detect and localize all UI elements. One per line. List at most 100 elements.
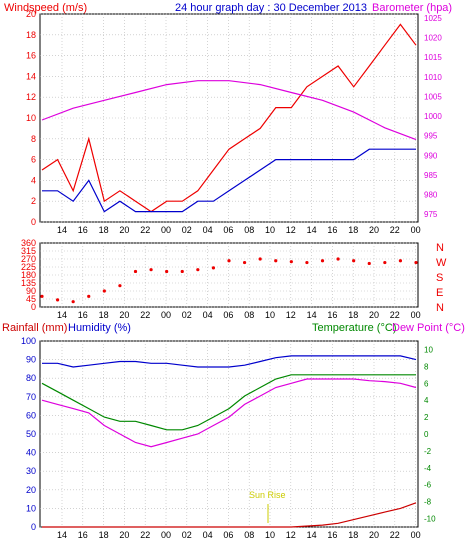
climate-xtick-label: 14 bbox=[57, 530, 67, 540]
dewpoint-title: Dew Point (°C) bbox=[392, 322, 465, 334]
wind-ytick-label: 10 bbox=[26, 113, 36, 123]
temperature-title: Temperature (°C) bbox=[312, 322, 396, 334]
direction-ytick-label: 180 bbox=[21, 270, 36, 280]
direction-point bbox=[102, 289, 106, 293]
sunrise-label: Sun Rise bbox=[249, 490, 286, 500]
climate-y2tick-label: 10 bbox=[424, 345, 433, 354]
direction-ytick-label: 0 bbox=[31, 302, 36, 312]
wind-y2tick-label: 975 bbox=[424, 210, 438, 219]
wind-y2tick-label: 995 bbox=[424, 132, 438, 141]
climate-xtick-label: 20 bbox=[119, 530, 129, 540]
climate-y2tick-label: 6 bbox=[424, 379, 429, 388]
direction-xtick-label: 16 bbox=[78, 310, 88, 320]
direction-compass-label: N bbox=[436, 302, 444, 314]
wind-xtick-label: 06 bbox=[223, 225, 233, 235]
climate-xtick-label: 02 bbox=[182, 530, 192, 540]
climate-ytick-label: 70 bbox=[26, 392, 36, 402]
wind-xtick-label: 00 bbox=[411, 225, 421, 235]
climate-y2tick-label: -6 bbox=[424, 481, 432, 490]
direction-point bbox=[196, 268, 200, 272]
direction-xtick-label: 20 bbox=[119, 310, 129, 320]
direction-xtick-label: 02 bbox=[182, 310, 192, 320]
climate-ytick-label: 80 bbox=[26, 373, 36, 383]
climate-xtick-label: 16 bbox=[78, 530, 88, 540]
climate-xtick-label: 10 bbox=[265, 530, 275, 540]
wind-xtick-label: 04 bbox=[203, 225, 213, 235]
direction-point bbox=[398, 259, 403, 263]
direction-compass-label: E bbox=[436, 287, 443, 299]
direction-point bbox=[289, 260, 293, 264]
direction-xtick-label: 14 bbox=[57, 310, 67, 320]
wind-y2tick-label: 990 bbox=[424, 151, 438, 160]
direction-point bbox=[211, 266, 216, 270]
wind-xtick-label: 22 bbox=[390, 225, 400, 235]
wind-xtick-label: 10 bbox=[265, 225, 275, 235]
barometer-title: Barometer (hpa) bbox=[372, 2, 452, 14]
climate-series-temperature bbox=[41, 374, 416, 431]
wind-series-barometer bbox=[41, 80, 417, 141]
direction-xtick-label: 14 bbox=[307, 310, 317, 320]
direction-xtick-label: 22 bbox=[140, 310, 150, 320]
wind-xtick-label: 08 bbox=[244, 225, 254, 235]
climate-series-rainfall bbox=[42, 502, 417, 528]
climate-ytick-label: 20 bbox=[26, 485, 36, 495]
direction-xtick-label: 12 bbox=[286, 310, 296, 320]
climate-ytick-label: 10 bbox=[26, 503, 36, 513]
climate-y2tick-label: -10 bbox=[424, 515, 436, 524]
wind-xtick-label: 20 bbox=[119, 225, 129, 235]
direction-compass-label: S bbox=[436, 272, 443, 284]
wind-xtick-label: 14 bbox=[57, 225, 67, 235]
direction-ytick-label: 45 bbox=[26, 294, 36, 304]
wind-ytick-label: 20 bbox=[26, 9, 36, 19]
wind-xtick-label: 22 bbox=[140, 225, 150, 235]
wind-y2tick-label: 1010 bbox=[424, 73, 442, 82]
graph-title: 24 hour graph day : 30 December 2013 bbox=[175, 2, 367, 14]
direction-ytick-label: 135 bbox=[21, 278, 36, 288]
climate-y2tick-label: -2 bbox=[424, 447, 432, 456]
direction-compass-label: N bbox=[436, 242, 444, 254]
wind-ytick-label: 0 bbox=[31, 217, 36, 227]
wind-y2tick-label: 1005 bbox=[424, 92, 442, 101]
wind-xtick-label: 12 bbox=[286, 225, 296, 235]
direction-point bbox=[40, 294, 44, 298]
climate-xtick-label: 22 bbox=[390, 530, 400, 540]
climate-xtick-label: 12 bbox=[286, 530, 296, 540]
direction-xtick-label: 08 bbox=[244, 310, 254, 320]
wind-ytick-label: 4 bbox=[31, 175, 36, 185]
climate-ytick-label: 100 bbox=[21, 336, 36, 346]
climate-xtick-label: 04 bbox=[203, 530, 213, 540]
direction-point bbox=[414, 260, 418, 265]
wind-xtick-label: 14 bbox=[307, 225, 317, 235]
wind-y2tick-label: 1000 bbox=[424, 112, 442, 121]
wind-ytick-label: 2 bbox=[31, 196, 36, 206]
wind-series-gust bbox=[41, 23, 417, 213]
direction-point bbox=[305, 260, 309, 265]
climate-xtick-label: 22 bbox=[140, 530, 150, 540]
wind-y2tick-label: 1020 bbox=[424, 34, 442, 43]
direction-point bbox=[118, 284, 122, 288]
climate-xtick-label: 00 bbox=[411, 530, 421, 540]
wind-xtick-label: 00 bbox=[161, 225, 171, 235]
wind-ytick-label: 12 bbox=[26, 92, 36, 102]
wind-ytick-label: 18 bbox=[26, 30, 36, 40]
direction-point bbox=[149, 268, 153, 272]
direction-point bbox=[87, 294, 91, 298]
climate-ytick-label: 50 bbox=[26, 429, 36, 439]
climate-xtick-label: 06 bbox=[223, 530, 233, 540]
direction-point bbox=[383, 260, 387, 265]
wind-xtick-label: 16 bbox=[327, 225, 337, 235]
direction-compass-label: W bbox=[436, 257, 447, 269]
climate-ytick-label: 40 bbox=[26, 448, 36, 458]
direction-point bbox=[133, 269, 138, 274]
direction-point bbox=[242, 260, 247, 265]
direction-xtick-label: 18 bbox=[99, 310, 109, 320]
climate-y2tick-label: 4 bbox=[424, 396, 429, 405]
climate-series-humidity bbox=[42, 355, 417, 368]
climate-y2tick-label: 8 bbox=[424, 362, 429, 371]
direction-ytick-label: 225 bbox=[21, 262, 36, 272]
wind-ytick-label: 16 bbox=[26, 51, 36, 61]
direction-ytick-label: 270 bbox=[21, 254, 36, 264]
climate-ytick-label: 30 bbox=[26, 466, 36, 476]
rainfall-title: Rainfall (mm) bbox=[2, 322, 67, 334]
climate-series-dewpoint bbox=[41, 378, 417, 448]
